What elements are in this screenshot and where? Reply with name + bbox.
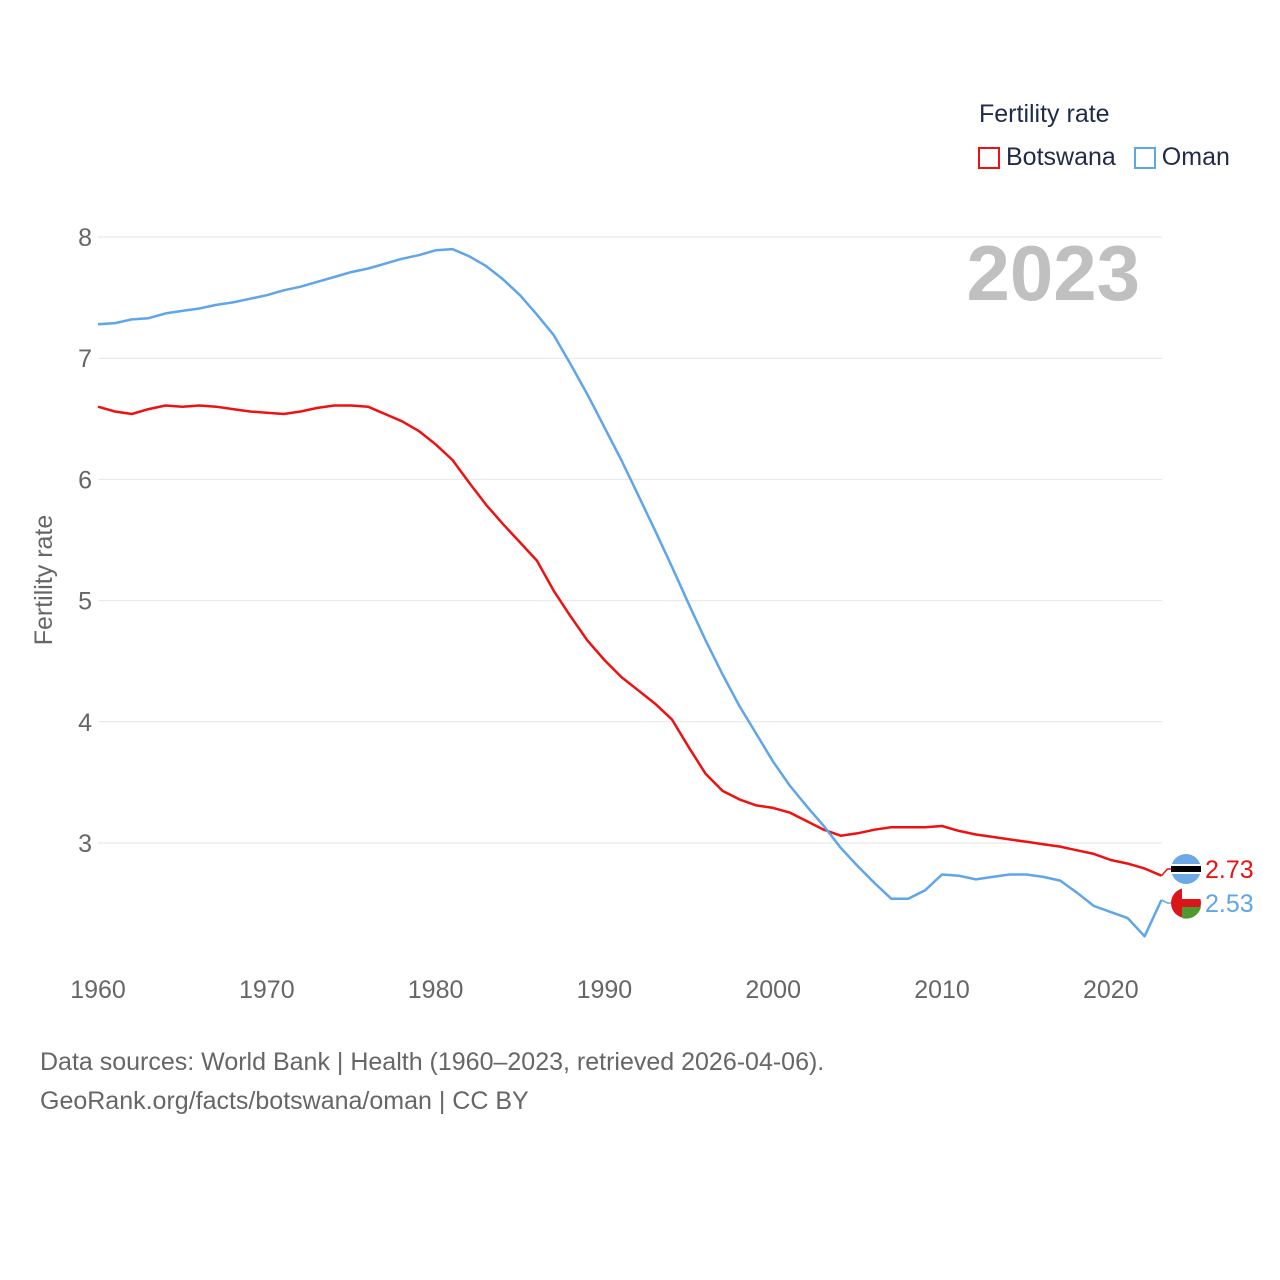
legend-label-oman: Oman (1161, 143, 1230, 171)
legend-label-botswana: Botswana (1006, 143, 1116, 171)
y-tick-labels: 3 4 5 6 7 8 (78, 224, 92, 858)
x-tick-1990: 1990 (577, 976, 633, 1004)
x-tick-1960: 1960 (70, 976, 126, 1004)
end-label-oman: 2.53 (1205, 890, 1254, 918)
series-line-oman (97, 247, 1163, 938)
flag-green-band (1182, 907, 1201, 919)
legend-swatch-botswana (978, 146, 1000, 169)
footer: Data sources: World Bank | Health (1960–… (40, 1043, 824, 1121)
y-tick-5: 5 (78, 588, 92, 616)
flag-white-band (1182, 887, 1201, 899)
y-tick-3: 3 (78, 830, 92, 858)
x-tick-2000: 2000 (745, 976, 801, 1004)
legend-title: Fertility rate (979, 100, 1110, 128)
gridlines (98, 236, 1162, 844)
year-badge: 2023 (966, 229, 1140, 317)
footer-sources: Data sources: World Bank | Health (1960–… (40, 1048, 825, 1076)
end-markers: 2.73 2.53 (1160, 854, 1254, 919)
series-lines (97, 247, 1163, 938)
legend-swatch-oman (1133, 146, 1156, 169)
leader-oman (1161, 899, 1172, 904)
y-axis-label: Fertility rate (30, 515, 58, 646)
x-tick-2020: 2020 (1083, 976, 1139, 1004)
leader-botswana (1160, 868, 1172, 877)
y-tick-8: 8 (78, 224, 92, 252)
flag-stripe-black (1171, 866, 1201, 872)
end-label-botswana: 2.73 (1205, 856, 1254, 884)
x-tick-1980: 1980 (408, 976, 464, 1004)
x-tick-labels: 1960 1970 1980 1990 2000 2010 2020 (70, 976, 1138, 1004)
x-tick-1970: 1970 (239, 976, 295, 1004)
y-tick-7: 7 (78, 345, 92, 373)
series-line-botswana (97, 404, 1162, 877)
y-tick-6: 6 (78, 466, 92, 494)
footer-link[interactable]: GeoRank.org/facts/botswana/oman | CC BY (40, 1087, 529, 1115)
x-tick-2010: 2010 (914, 976, 970, 1004)
y-tick-4: 4 (78, 709, 92, 737)
legend-item-oman[interactable]: Oman (1133, 143, 1230, 172)
legend: Botswana Oman (978, 143, 1230, 172)
legend-item-botswana[interactable]: Botswana (978, 143, 1116, 172)
